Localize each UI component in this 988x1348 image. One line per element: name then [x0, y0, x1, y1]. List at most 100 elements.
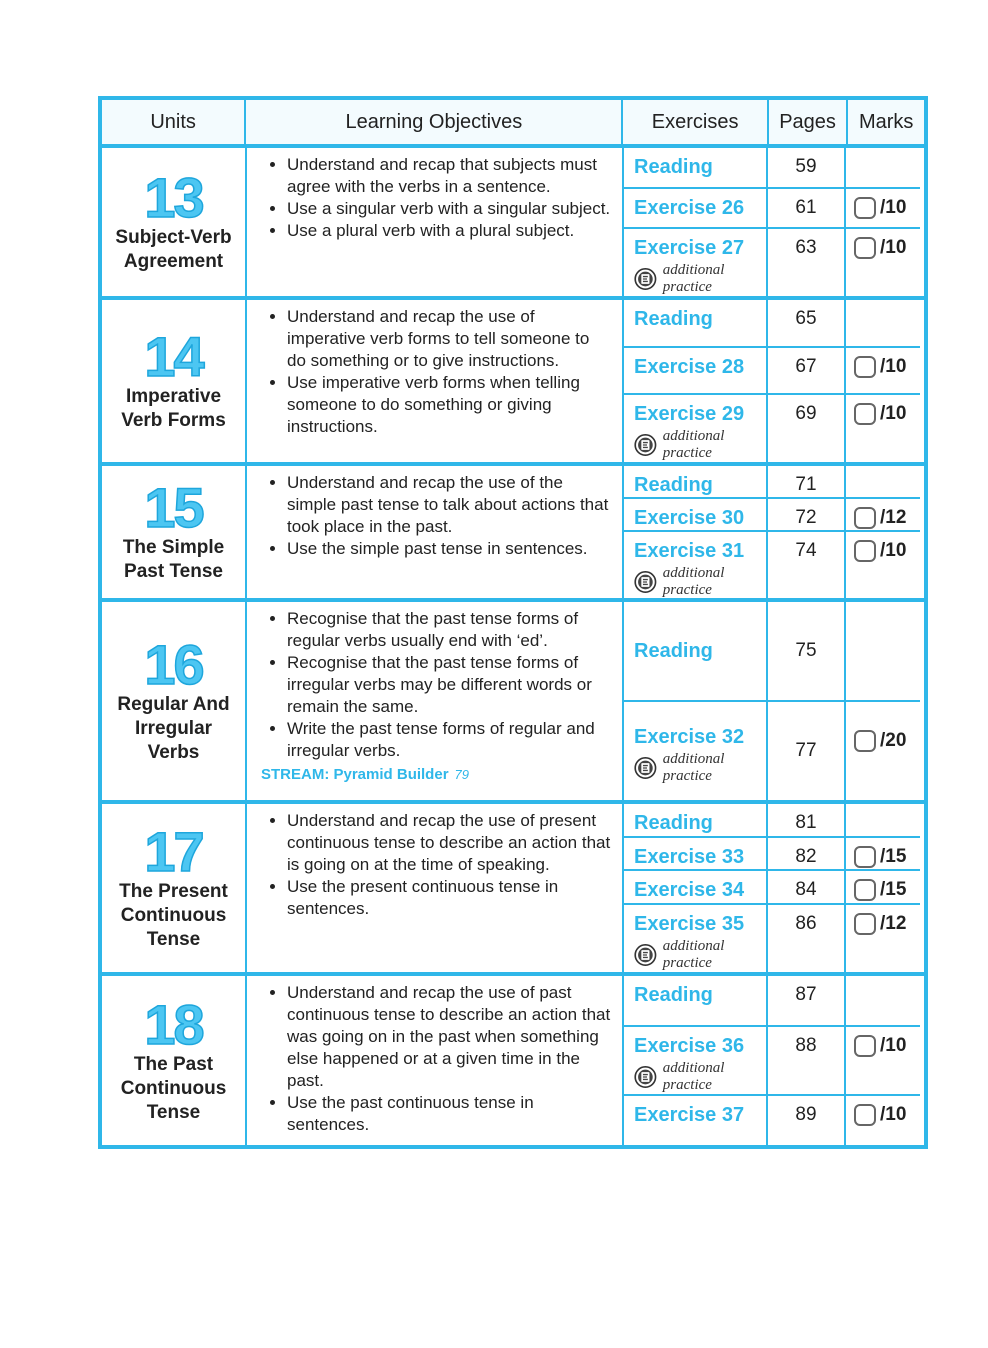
page-cell: 84 [766, 871, 844, 904]
marks: /10 [880, 196, 907, 218]
exercise-cell: Reading [622, 602, 766, 700]
exercise-row: Exercise 37 89/10 [622, 1094, 920, 1145]
page-number: 86 [795, 913, 817, 935]
marks-cell: /10 [844, 1027, 920, 1094]
unit-cell: 18 The Past Continuous Tense [102, 976, 245, 1145]
exercise-row: Reading 81 [622, 804, 920, 836]
page-cell: 81 [766, 804, 844, 836]
objectives-cell: Understand and recap the use of imperati… [245, 300, 622, 462]
header-cell: Marks [846, 100, 924, 144]
exercise-row: Exercise 27 additional practice 63/10 [622, 227, 920, 296]
unit-title: The Past Continuous Tense [120, 1053, 227, 1123]
objective: Write the past tense forms of regular an… [287, 718, 612, 762]
note-text: additional practice [662, 262, 725, 295]
marks-cell [844, 976, 920, 1025]
objective: Use the past continuous tense in sentenc… [287, 1092, 612, 1136]
note-text: additional practice [662, 428, 725, 461]
exercise-cell: Exercise 27 additional practice [622, 229, 766, 296]
marks-cell: /15 [844, 837, 920, 870]
marks-cell [844, 148, 920, 187]
exercise-cell: Exercise 36 additional practice [622, 1027, 766, 1094]
practice-icon [634, 268, 657, 290]
exercise-cell: Exercise 34 [622, 871, 766, 904]
objective-list: Understand and recap the use of imperati… [261, 306, 612, 438]
exercise-name: Exercise 32 [634, 726, 745, 748]
exercise-cell: Exercise 26 [622, 188, 766, 227]
objectives-cell: Understand and recap the use of past con… [245, 976, 622, 1145]
exercise-cell: Exercise 37 [622, 1096, 766, 1145]
exercise-cell: Reading [622, 148, 766, 187]
marks-cell [844, 300, 920, 346]
exercise-cell: Exercise 28 [622, 347, 766, 393]
header-cell: Learning Objectives [244, 100, 621, 144]
marks-cell: /10 [844, 532, 920, 599]
unit-number: 16 [144, 633, 206, 696]
marks: /10 [880, 540, 907, 561]
page-number: 84 [795, 879, 817, 901]
exercise-row: Exercise 32 additional practice 77/20 [622, 700, 920, 800]
objectives-cell: Understand and recap that subjects must … [245, 148, 622, 296]
exercise-list: Reading 87 Exercise 36 additional practice 8… [622, 976, 920, 1145]
objective: Use the simple past tense in sentences. [287, 538, 612, 560]
exercise-cell: Exercise 33 [622, 837, 766, 870]
page-cell: 74 [766, 532, 844, 599]
exercise-name: Reading [634, 812, 713, 834]
objective-list: Understand and recap the use of present … [261, 810, 612, 920]
exercise-name: Exercise 35 [634, 913, 745, 936]
marks-cell: /15 [844, 871, 920, 904]
marks-cell: /12 [844, 905, 920, 973]
unit-title: The Present Continuous Tense [119, 881, 228, 950]
page-number: 77 [795, 740, 817, 761]
exercise-cell: Reading [622, 804, 766, 836]
header-cell: Pages [766, 100, 847, 144]
page-number: 75 [795, 640, 817, 661]
note-text: additional practice [662, 751, 725, 784]
exercise-name: Exercise 29 [634, 403, 745, 425]
page-number: 61 [795, 196, 817, 218]
page-number: 81 [795, 812, 817, 833]
exercise-name: Reading [634, 640, 713, 662]
page-cell: 88 [766, 1027, 844, 1094]
note-text: additional practice [662, 565, 725, 598]
marks: /10 [880, 1104, 907, 1125]
unit-number: 14 [144, 325, 206, 388]
unit-cell: 13 Subject-Verb Agreement [102, 148, 245, 296]
marks-cell: /10 [844, 395, 920, 462]
exercise-name: Exercise 26 [634, 196, 745, 219]
practice-note: additional practice [634, 565, 756, 599]
unit-number: 15 [144, 476, 206, 539]
marks: /10 [880, 355, 907, 377]
objective: Understand and recap that subjects must … [287, 154, 612, 198]
exercise-row: Exercise 29 additional practice 69/10 [622, 393, 920, 462]
unit-title: Regular And Irregular Verbs [117, 694, 230, 763]
checkbox [854, 1035, 876, 1057]
practice-note: additional practice [634, 262, 756, 296]
checkbox [854, 507, 876, 529]
page-cell: 77 [766, 702, 844, 800]
objective: Recognise that the past tense forms of i… [287, 652, 612, 718]
unit-number: 18 [144, 992, 206, 1056]
page-number: 59 [795, 156, 817, 177]
objectives-cell: Understand and recap the use of the simp… [245, 466, 622, 598]
page-cell: 89 [766, 1096, 844, 1145]
page-cell: 67 [766, 347, 844, 393]
checkbox [854, 540, 876, 562]
page-number: 87 [795, 984, 817, 1005]
exercise-cell: Exercise 31 additional practice [622, 532, 766, 599]
exercise-cell: Exercise 30 [622, 499, 766, 530]
unit-number: 13 [144, 166, 206, 229]
marks: /10 [880, 237, 907, 258]
page-number: 89 [795, 1104, 817, 1125]
unit-cell: 15 The Simple Past Tense [102, 466, 245, 598]
exercise-name: Exercise 28 [634, 355, 745, 378]
exercise-row: Exercise 36 additional practice 88/10 [622, 1025, 920, 1094]
exercise-row: Exercise 33 82/15 [622, 835, 920, 870]
marks: /10 [880, 403, 907, 424]
objective: Use the present continuous tense in sent… [287, 876, 612, 920]
exercise-name: Exercise 34 [634, 879, 745, 902]
marks-cell [844, 466, 920, 497]
page-number: 65 [795, 308, 817, 329]
